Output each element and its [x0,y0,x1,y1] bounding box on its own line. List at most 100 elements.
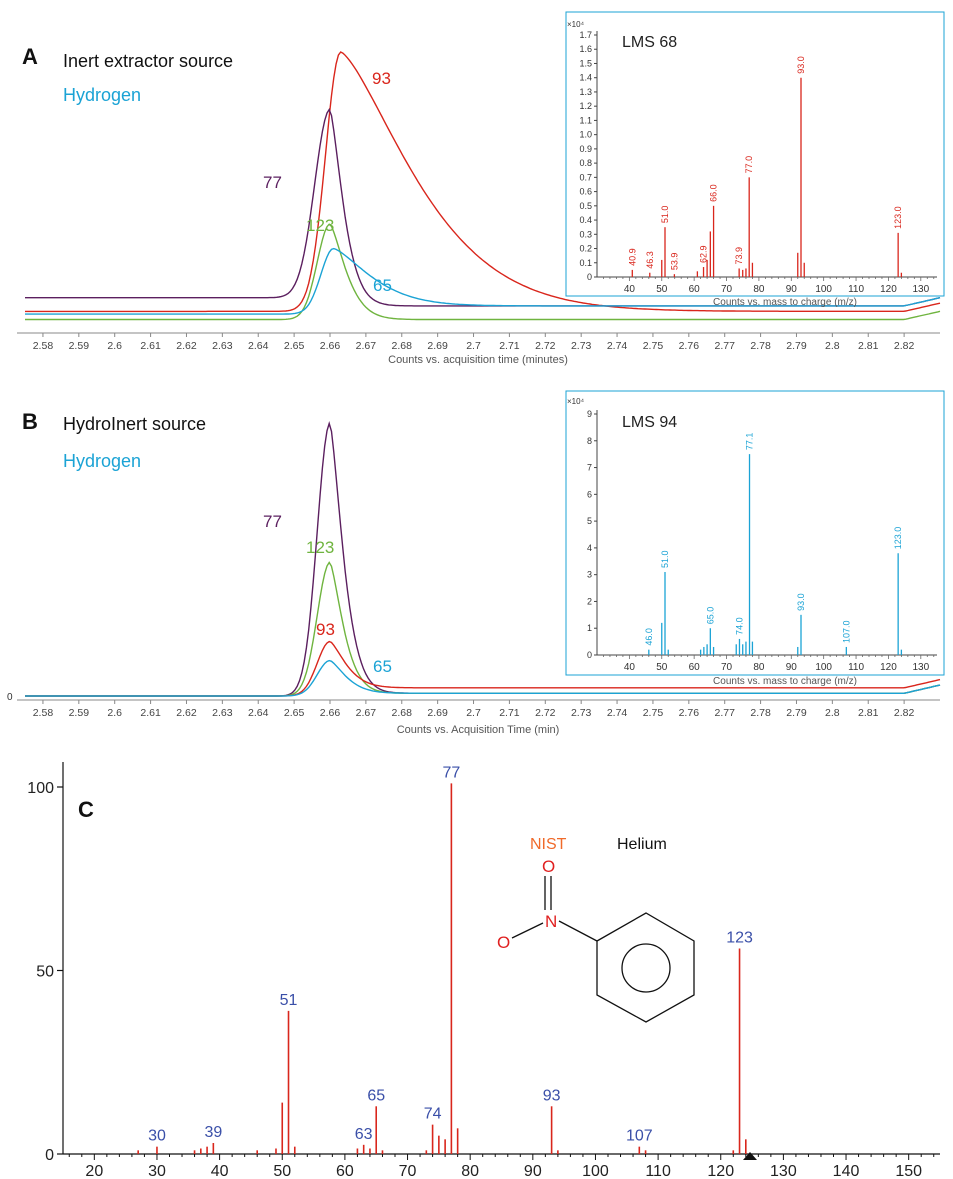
panel-a-inset-exponent: ×10⁴ [567,20,585,29]
inset-x-tick-label: 60 [689,284,701,295]
panel-b: B HydroInert source Hydrogen 0 2.58 2.59 2… [7,390,945,736]
panel-c-nist-label: NIST [530,836,567,853]
inset-x-tick-label: 130 [912,284,929,295]
inset-y-tick-label: 6 [587,489,592,499]
x-tick-label: 2.8 [825,340,840,352]
inset-peak-label: 65.0 [705,607,715,625]
panel-c-helium-label: Helium [617,836,667,853]
x-tick-label: 2.58 [33,707,54,719]
c-x-tick-label: 20 [85,1163,103,1179]
panel-b-inset-frame [565,390,945,676]
inset-x-tick-label: 40 [624,662,636,673]
x-tick-label: 2.77 [714,340,735,352]
inset-x-tick-label: 50 [656,662,668,673]
x-tick-label: 2.69 [427,707,448,719]
inset-peak-label: 53.9 [669,253,679,271]
x-tick-label: 2.63 [212,707,233,719]
inset-peak-label: 46.3 [645,251,655,269]
x-tick-label: 2.62 [176,707,197,719]
panel-b-gas-label: Hydrogen [63,451,141,471]
inset-y-tick-label: 1.7 [579,30,592,40]
inset-peak-label: 77.1 [745,433,755,451]
inset-y-tick-label: 1.1 [579,115,592,125]
inset-x-tick-label: 80 [753,284,765,295]
panel-a-inset-plot: 0 0.1 0.2 0.3 0.4 0.5 0.6 0.7 0.8 0.9 1.0 1.1 1.2 1.3… [579,30,937,295]
c-peak-label: 30 [148,1128,166,1145]
inset-y-tick-label: 1.0 [579,130,592,140]
inset-y-tick-label: 0.1 [579,258,592,268]
inset-y-tick-label: 5 [587,516,592,526]
trace-line-65 [25,659,941,697]
inset-peak-label: 73.9 [734,247,744,265]
inset-y-tick-label: 0.9 [579,144,592,154]
x-tick-label: 2.82 [894,340,915,352]
c-x-tick-label: 50 [273,1163,291,1179]
x-tick-label: 2.65 [284,340,305,352]
c-x-tick-label: 150 [895,1163,922,1179]
c-x-tick-label: 60 [336,1163,354,1179]
x-tick-label: 2.67 [356,340,377,352]
x-tick-label: 2.71 [499,707,520,719]
x-tick-label: 2.64 [248,707,269,719]
nitrobenzene-structure: NIST Helium O N O [497,836,695,1023]
inset-y-tick-label: 0.8 [579,158,592,168]
trace-line-93 [25,51,941,313]
x-tick-label: 2.67 [356,707,377,719]
panel-a-inset-x-axis-title: Counts vs. mass to charge (m/z) [713,297,857,308]
inset-x-tick-label: 110 [848,662,864,673]
inset-y-tick-label: 0.6 [579,187,592,197]
x-tick-label: 2.74 [607,707,628,719]
inset-y-tick-label: 7 [587,463,592,473]
c-x-tick-label: 40 [211,1163,229,1179]
panel-b-source-label: HydroInert source [63,414,206,434]
panel-b-trace-label-123: 123 [306,538,334,557]
x-tick-label: 2.69 [427,340,448,352]
x-tick-label: 2.7 [466,340,481,352]
inset-x-tick-label: 120 [880,662,897,673]
x-tick-label: 2.82 [894,707,915,719]
c-y-tick-label: 0 [45,1147,54,1164]
x-tick-label: 2.59 [69,707,90,719]
panel-b-y-zero: 0 [7,692,13,703]
c-peak-label: 77 [442,764,460,781]
structure-bond [511,922,544,939]
inset-y-tick-label: 0 [587,272,592,282]
panel-a-traces [25,51,941,321]
inset-x-tick-label: 90 [786,662,798,673]
c-x-tick-label: 30 [148,1163,166,1179]
panel-a-gas-label: Hydrogen [63,85,141,105]
structure-atom-o-left: O [497,933,510,952]
x-tick-label: 2.81 [858,707,879,719]
trace-line-123 [25,223,941,321]
inset-y-tick-label: 0 [587,650,592,660]
inset-y-tick-label: 0.4 [579,215,592,225]
panel-a-trace-label-123: 123 [306,216,334,235]
inset-peak-label: 51.0 [660,206,670,224]
c-peak-label: 123 [726,929,753,946]
inset-x-tick-label: 120 [880,284,897,295]
inset-y-tick-label: 9 [587,409,592,419]
inset-y-tick-label: 0.7 [579,172,592,182]
x-tick-label: 2.75 [643,340,664,352]
panel-b-inset-title: LMS 94 [622,414,677,431]
x-tick-label: 2.61 [140,707,161,719]
x-tick-label: 2.64 [248,340,269,352]
x-tick-label: 2.78 [750,707,771,719]
x-tick-label: 2.78 [750,340,771,352]
c-y-tick-label: 100 [27,780,54,797]
x-tick-label: 2.68 [392,707,413,719]
c-x-tick-label: 120 [707,1163,734,1179]
inset-peak-label: 51.0 [660,550,670,568]
inset-peak-label: 46.0 [644,628,654,646]
inset-peak-label: 66.0 [709,184,719,202]
x-tick-label: 2.61 [140,340,161,352]
x-tick-label: 2.76 [679,340,700,352]
c-peak-label: 107 [626,1128,653,1145]
x-tick-label: 2.72 [535,340,556,352]
inset-x-tick-label: 130 [912,662,929,673]
inset-peak-label: 123.0 [893,206,903,229]
inset-x-tick-label: 50 [656,284,668,295]
x-tick-label: 2.58 [33,340,54,352]
inset-peak-label: 40.9 [627,248,637,266]
inset-x-tick-label: 80 [753,662,765,673]
